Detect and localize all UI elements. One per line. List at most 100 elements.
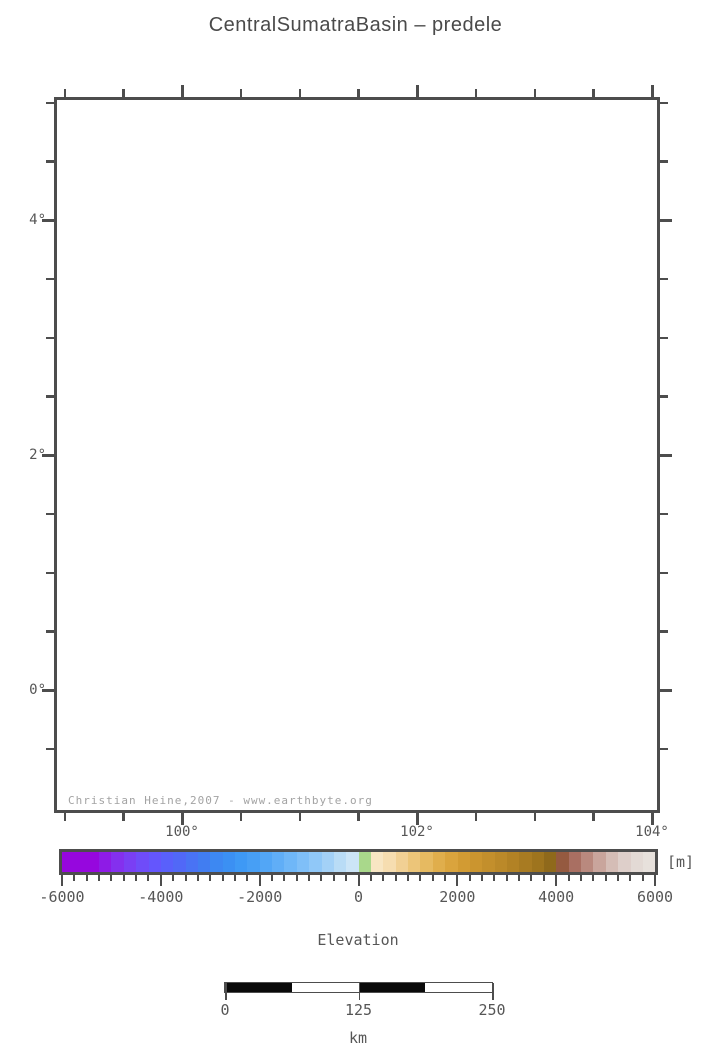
- elevation-colorbar: [59, 849, 658, 875]
- latitude-tick: [46, 512, 54, 516]
- colorbar-unit-label: [m]: [667, 853, 695, 871]
- colorbar-segment: [556, 852, 569, 872]
- longitude-tick: [63, 89, 66, 97]
- colorbar-segment: [197, 852, 211, 872]
- colorbar-tick: [271, 875, 274, 881]
- colorbar-tick: [369, 875, 372, 881]
- latitude-tick: [46, 160, 54, 163]
- colorbar-tick: [308, 875, 311, 881]
- colorbar-tick: [122, 875, 125, 881]
- colorbar-segment: [618, 852, 631, 872]
- colorbar-tick: [61, 875, 63, 886]
- colorbar-tick: [456, 875, 459, 886]
- latitude-tick: [660, 512, 668, 516]
- colorbar-segment: [309, 852, 322, 872]
- latitude-tick: [46, 336, 54, 339]
- colorbar-segment: [259, 852, 273, 872]
- colorbar-segment: [408, 852, 421, 872]
- colorbar-tick: [135, 875, 138, 881]
- longitude-tick: [181, 85, 184, 97]
- colorbar-tick: [579, 875, 582, 881]
- colorbar-tick: [641, 875, 644, 881]
- scalebar-tick: [358, 983, 360, 1000]
- colorbar-tick: [345, 875, 348, 881]
- colorbar-segment: [593, 852, 606, 872]
- colorbar-segment: [99, 852, 112, 872]
- longitude-tick: [651, 813, 654, 825]
- colorbar-tick: [468, 875, 471, 881]
- colorbar-segment: [222, 852, 236, 872]
- longitude-tick: [533, 89, 536, 97]
- latitude-tick: [42, 219, 54, 222]
- page-title: CentralSumatraBasin – predele: [208, 14, 503, 36]
- colorbar-segment: [642, 852, 656, 872]
- colorbar-tick: [209, 875, 212, 881]
- longitude-tick: [298, 89, 301, 97]
- latitude-tick: [42, 689, 54, 692]
- y-axis-label: 2°: [29, 447, 46, 463]
- map-frame: [54, 97, 660, 813]
- colorbar-tick: [98, 875, 101, 881]
- colorbar-segment: [432, 852, 446, 872]
- colorbar-tick: [184, 875, 187, 881]
- colorbar-segment: [494, 852, 507, 872]
- colorbar-tick: [295, 875, 298, 881]
- latitude-tick: [660, 630, 668, 633]
- latitude-tick: [46, 395, 54, 398]
- colorbar-segment: [148, 852, 161, 872]
- colorbar-segment: [136, 852, 149, 872]
- longitude-tick: [239, 813, 243, 821]
- colorbar-segment: [62, 852, 75, 872]
- longitude-tick: [298, 813, 301, 821]
- colorbar-segment: [272, 852, 285, 872]
- longitude-tick: [181, 813, 184, 825]
- colorbar-segment: [568, 852, 582, 872]
- colorbar-segment: [420, 852, 433, 872]
- colorbar-segment: [469, 852, 483, 872]
- colorbar-tick: [196, 875, 199, 881]
- colorbar-tick: [654, 875, 656, 886]
- colorbar-tick: [394, 875, 397, 881]
- scalebar-tick: [225, 983, 227, 1000]
- latitude-tick: [660, 689, 672, 692]
- colorbar-segment: [296, 852, 310, 872]
- colorbar-segment: [544, 852, 557, 872]
- latitude-tick: [660, 571, 668, 574]
- colorbar-segment: [123, 852, 137, 872]
- colorbar-segment: [185, 852, 198, 872]
- longitude-tick: [122, 813, 125, 821]
- scalebar-label: 0: [220, 1001, 230, 1019]
- longitude-tick: [416, 813, 419, 825]
- latitude-tick: [46, 571, 54, 574]
- colorbar-segment: [581, 852, 594, 872]
- colorbar-tick: [530, 875, 533, 881]
- colorbar-tick: [542, 875, 545, 881]
- colorbar-tick: [604, 875, 607, 881]
- y-axis-label: 4°: [29, 212, 46, 228]
- colorbar-segment: [605, 852, 619, 872]
- latitude-tick: [660, 160, 668, 163]
- scalebar-segment: [358, 983, 426, 992]
- colorbar-tick-label: 0: [353, 888, 364, 906]
- latitude-tick: [46, 277, 54, 281]
- colorbar-segment: [506, 852, 520, 872]
- colorbar-tick-label: -6000: [39, 888, 85, 906]
- scalebar-label: 125: [344, 1001, 373, 1019]
- longitude-tick: [474, 89, 478, 97]
- colorbar-tick: [320, 875, 323, 881]
- longitude-tick: [239, 89, 243, 97]
- colorbar-tick: [332, 875, 335, 881]
- colorbar-title: Elevation: [317, 931, 399, 949]
- colorbar-tick: [592, 875, 595, 881]
- colorbar-segment: [210, 852, 223, 872]
- longitude-tick: [416, 85, 419, 97]
- colorbar-tick: [419, 875, 422, 881]
- colorbar-segment: [383, 852, 396, 872]
- latitude-tick: [46, 630, 54, 633]
- latitude-tick: [660, 101, 668, 104]
- colorbar-tick: [233, 875, 236, 881]
- colorbar-segment: [395, 852, 409, 872]
- colorbar-segment: [519, 852, 532, 872]
- longitude-tick: [592, 813, 595, 821]
- latitude-tick: [42, 454, 54, 457]
